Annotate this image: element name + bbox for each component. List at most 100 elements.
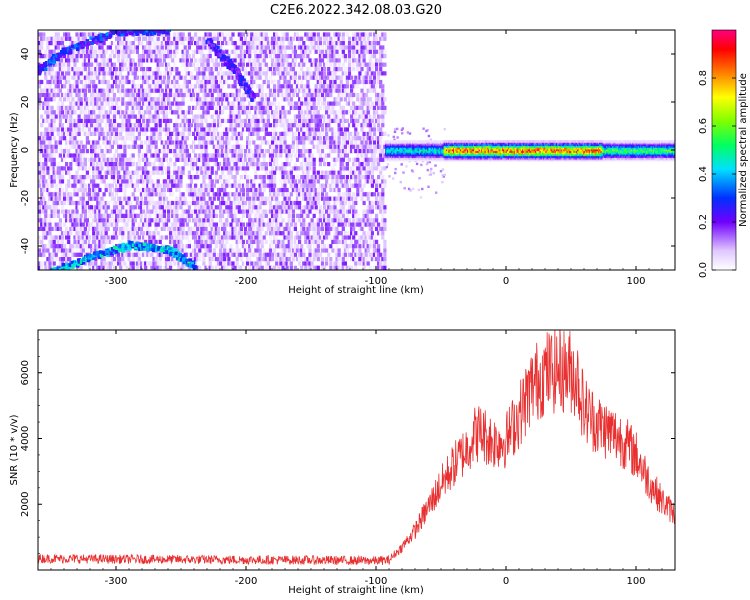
heatmap-cell bbox=[252, 79, 256, 85]
heatmap-cell bbox=[189, 92, 193, 98]
heatmap-cell bbox=[87, 110, 92, 115]
heatmap-cell bbox=[198, 144, 202, 149]
heatmap-cell bbox=[48, 239, 52, 244]
heatmap-cell bbox=[200, 41, 204, 46]
heatmap-cell bbox=[273, 179, 277, 184]
heatmap-cell bbox=[46, 101, 50, 106]
heatmap-cell bbox=[243, 226, 248, 231]
heatmap-cell bbox=[90, 222, 94, 227]
heatmap-cell bbox=[225, 118, 229, 123]
heatmap-cell bbox=[191, 75, 196, 80]
heatmap-cell bbox=[77, 244, 81, 249]
heatmap-cell bbox=[283, 149, 287, 154]
heatmap-cell bbox=[225, 235, 229, 240]
heatmap-cell bbox=[262, 209, 266, 214]
heatmap-cell bbox=[302, 92, 306, 98]
heatmap-cell bbox=[146, 270, 149, 274]
heatmap-cell bbox=[137, 179, 141, 184]
heatmap-cell bbox=[67, 140, 71, 145]
heatmap-cell bbox=[210, 209, 214, 214]
heatmap-cell bbox=[200, 209, 204, 214]
heatmap-cell bbox=[260, 41, 264, 46]
heatmap-cell bbox=[266, 257, 270, 262]
heatmap-cell bbox=[81, 162, 85, 167]
heatmap-cell bbox=[268, 92, 273, 98]
heatmap-cell bbox=[119, 75, 123, 80]
heatmap-cell bbox=[200, 270, 203, 274]
heatmap-cell bbox=[187, 105, 191, 110]
heatmap-cell bbox=[173, 67, 177, 72]
heatmap-cell bbox=[119, 144, 123, 149]
heatmap-cell bbox=[285, 92, 289, 98]
heatmap-cell bbox=[235, 218, 239, 223]
heatmap-cell bbox=[71, 97, 75, 102]
heatmap-cell bbox=[156, 62, 160, 67]
heatmap-cell bbox=[271, 136, 275, 141]
heatmap-cell bbox=[38, 118, 42, 123]
heatmap-cell bbox=[135, 101, 139, 106]
heatmap-cell bbox=[115, 222, 119, 227]
heatmap-cell bbox=[144, 239, 148, 244]
heatmap-cell bbox=[246, 41, 250, 46]
heatmap-cell bbox=[194, 32, 198, 37]
heatmap-cell bbox=[242, 270, 245, 274]
heatmap-cell bbox=[312, 105, 316, 110]
heatmap-cell bbox=[225, 105, 229, 110]
heatmap-cell bbox=[65, 110, 69, 115]
heatmap-cell bbox=[291, 200, 295, 206]
heatmap-cell bbox=[239, 41, 243, 46]
heatmap-cell bbox=[65, 32, 69, 37]
heatmap-cell bbox=[194, 105, 198, 110]
heatmap-cell bbox=[275, 149, 279, 154]
heatmap-cell bbox=[246, 49, 250, 54]
heatmap-cell bbox=[87, 84, 92, 89]
heatmap-cell bbox=[210, 205, 214, 210]
heatmap-cell bbox=[108, 127, 112, 132]
heatmap-cell bbox=[100, 239, 104, 244]
heatmap-cell bbox=[102, 179, 106, 184]
heatmap-cell bbox=[125, 270, 128, 274]
heatmap-cell bbox=[108, 157, 112, 162]
heatmap-cell bbox=[87, 183, 92, 188]
heatmap-cell bbox=[302, 179, 306, 184]
heatmap-cell bbox=[308, 196, 312, 201]
heatmap-cell bbox=[38, 170, 42, 175]
heatmap-cell bbox=[44, 71, 48, 76]
heatmap-cell bbox=[225, 231, 229, 236]
heatmap-cell bbox=[179, 196, 183, 201]
heatmap-cell bbox=[314, 114, 318, 119]
heatmap-cell bbox=[52, 196, 56, 201]
heatmap-cell bbox=[42, 118, 46, 123]
heatmap-cell bbox=[298, 252, 302, 257]
heatmap-cell bbox=[150, 252, 154, 257]
heatmap-cell bbox=[135, 127, 139, 132]
heatmap-cell bbox=[115, 170, 119, 175]
heatmap-cell bbox=[187, 213, 191, 218]
heatmap-cell bbox=[63, 114, 67, 119]
heatmap-cell bbox=[79, 239, 83, 244]
heatmap-cell bbox=[46, 45, 50, 50]
heatmap-cell bbox=[146, 231, 150, 236]
heatmap-cell bbox=[187, 62, 191, 67]
heatmap-cell bbox=[115, 162, 119, 167]
heatmap-cell bbox=[52, 127, 56, 132]
heatmap-cell bbox=[308, 187, 312, 193]
heatmap-cell bbox=[175, 110, 179, 115]
heatmap-cell bbox=[137, 54, 141, 59]
heatmap-cell bbox=[306, 110, 310, 115]
heatmap-cell bbox=[48, 105, 52, 110]
heatmap-cell bbox=[144, 92, 148, 98]
heatmap-cell bbox=[221, 149, 225, 154]
heatmap-cell bbox=[67, 149, 71, 154]
heatmap-cell bbox=[158, 252, 162, 257]
heatmap-cell bbox=[115, 205, 119, 210]
heatmap-cell bbox=[250, 105, 254, 110]
heatmap-cell bbox=[281, 105, 285, 110]
heatmap-cell bbox=[306, 84, 310, 89]
heatmap-cell bbox=[98, 45, 102, 50]
heatmap-cell bbox=[135, 248, 139, 253]
heatmap-cell bbox=[300, 45, 304, 50]
heatmap-cell bbox=[183, 196, 187, 201]
heatmap-cell bbox=[146, 261, 150, 266]
heatmap-cell bbox=[219, 175, 223, 180]
